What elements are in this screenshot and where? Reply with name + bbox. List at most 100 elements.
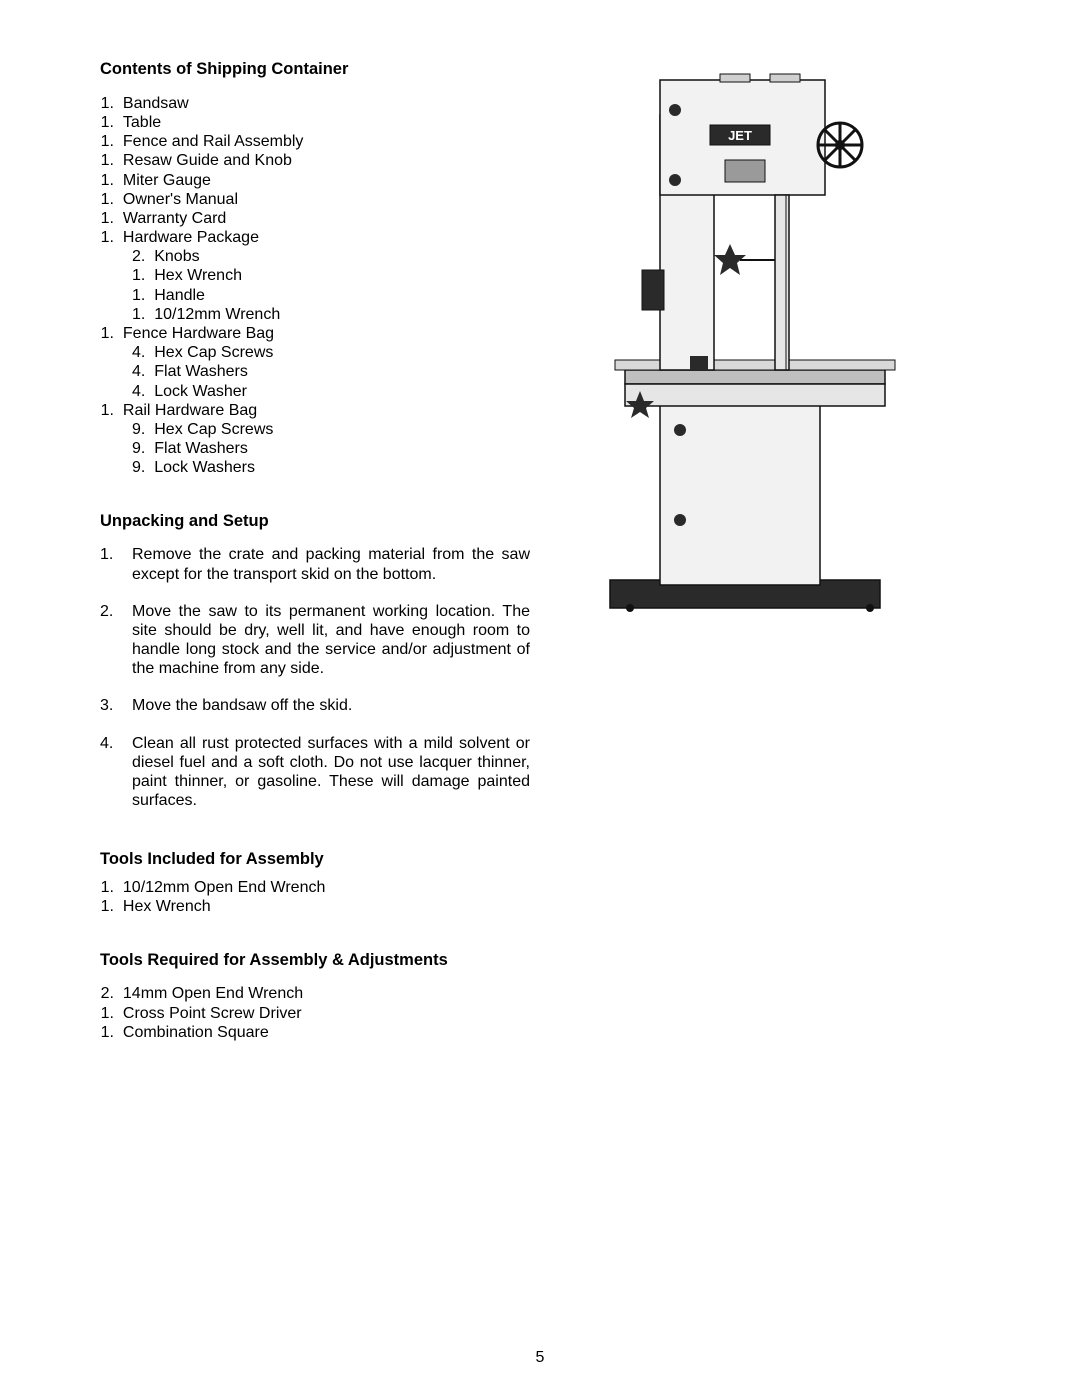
- list-item: 2. 14mm Open End Wrench: [100, 984, 530, 1003]
- list-label: Flat Washers: [154, 440, 248, 457]
- heading-contents: Contents of Shipping Container: [100, 60, 530, 80]
- list-qty: 1.: [132, 267, 145, 284]
- image-column: JET: [570, 60, 980, 1082]
- list-label: Fence and Rail Assembly: [123, 133, 304, 150]
- list-label: Table: [123, 114, 161, 131]
- list-label: Fence Hardware Bag: [123, 325, 274, 342]
- list-item: 1. Miter Gauge: [100, 171, 530, 190]
- step-item: 3. Move the bandsaw off the skid.: [100, 696, 530, 715]
- list-label: Hex Wrench: [123, 898, 211, 915]
- list-item: 1. Bandsaw: [100, 94, 530, 113]
- step-item: 2. Move the saw to its permanent working …: [100, 602, 530, 679]
- section-unpacking: Unpacking and Setup 1.Remove the crate a…: [100, 512, 530, 811]
- list-label: Handle: [154, 287, 205, 304]
- page-number: 5: [0, 1349, 1080, 1367]
- list-qty: 9.: [132, 459, 145, 476]
- list-label: Resaw Guide and Knob: [123, 152, 292, 169]
- list-label: Bandsaw: [123, 95, 189, 112]
- list-label: Lock Washer: [154, 383, 247, 400]
- step-text: Move the saw to its permanent working lo…: [132, 602, 530, 679]
- list-item: 1. 10/12mm Open End Wrench: [100, 878, 530, 897]
- list-item: 4. Flat Washers: [132, 362, 530, 381]
- heading-tools-included: Tools Included for Assembly: [100, 850, 530, 870]
- list-qty: 1.: [100, 190, 114, 209]
- step-number: 4.: [100, 734, 118, 753]
- list-label: 10/12mm Wrench: [154, 306, 280, 323]
- list-qty: 1.: [100, 151, 114, 170]
- list-label: Knobs: [154, 248, 199, 265]
- list-label: Warranty Card: [123, 210, 226, 227]
- list-label: 10/12mm Open End Wrench: [123, 879, 325, 896]
- list-label: Hardware Package: [123, 229, 259, 246]
- tools-required-list: 2. 14mm Open End Wrench1. Cross Point Sc…: [100, 984, 530, 1042]
- list-item: 4. Hex Cap Screws: [132, 343, 530, 362]
- step-item: 1.Remove the crate and packing material …: [100, 545, 530, 583]
- list-qty: 1.: [100, 94, 114, 113]
- list-qty: 1.: [100, 401, 114, 420]
- list-label: Flat Washers: [154, 363, 248, 380]
- list-qty: 1.: [100, 132, 114, 151]
- list-item: 1. Resaw Guide and Knob: [100, 151, 530, 170]
- list-item: 1. Handle: [132, 286, 530, 305]
- heading-unpacking: Unpacking and Setup: [100, 512, 530, 532]
- list-item: 1. Table: [100, 113, 530, 132]
- sub-list: 9. Hex Cap Screws9. Flat Washers9. Lock …: [100, 420, 530, 478]
- list-label: 14mm Open End Wrench: [123, 985, 303, 1002]
- list-qty: 4.: [132, 363, 145, 380]
- contents-list: 1. Bandsaw1. Table1. Fence and Rail Asse…: [100, 94, 530, 478]
- two-column-layout: Contents of Shipping Container 1. Bandsa…: [100, 60, 980, 1082]
- sub-list: 2. Knobs1. Hex Wrench1. Handle1. 10/12mm…: [100, 247, 530, 324]
- list-qty: 4.: [132, 383, 145, 400]
- list-item: 1. 10/12mm Wrench: [132, 305, 530, 324]
- list-item: 1. Combination Square: [100, 1023, 530, 1042]
- text-column: Contents of Shipping Container 1. Bandsa…: [100, 60, 530, 1082]
- list-qty: 1.: [132, 287, 145, 304]
- list-qty: 1.: [100, 171, 114, 190]
- step-item: 4.Clean all rust protected surfaces with…: [100, 734, 530, 811]
- list-label: Rail Hardware Bag: [123, 402, 257, 419]
- list-label: Hex Wrench: [154, 267, 242, 284]
- step-number: 2.: [100, 602, 118, 621]
- section-tools-included: Tools Included for Assembly 1. 10/12mm O…: [100, 850, 530, 916]
- list-qty: 9.: [132, 440, 145, 457]
- tools-included-list: 1. 10/12mm Open End Wrench1. Hex Wrench: [100, 878, 530, 916]
- list-qty: 9.: [132, 421, 145, 438]
- list-item: 1. Hex Wrench: [100, 897, 530, 916]
- list-qty: 1.: [100, 324, 114, 343]
- list-qty: 4.: [132, 344, 145, 361]
- section-tools-required: Tools Required for Assembly & Adjustment…: [100, 951, 530, 1042]
- list-item: 9. Hex Cap Screws: [132, 420, 530, 439]
- list-item: 9. Flat Washers: [132, 439, 530, 458]
- list-item: 4. Lock Washer: [132, 382, 530, 401]
- list-qty: 1.: [100, 1004, 114, 1023]
- list-label: Lock Washers: [154, 459, 255, 476]
- list-qty: 2.: [100, 984, 114, 1003]
- list-qty: 2.: [132, 248, 145, 265]
- manual-page: Contents of Shipping Container 1. Bandsa…: [0, 0, 1080, 1397]
- list-label: Combination Square: [123, 1024, 269, 1041]
- bandsaw-illustration: JET: [570, 60, 930, 620]
- sub-list: 4. Hex Cap Screws4. Flat Washers4. Lock …: [100, 343, 530, 401]
- list-label: Hex Cap Screws: [154, 421, 273, 438]
- list-item: 1. Warranty Card: [100, 209, 530, 228]
- list-label: Hex Cap Screws: [154, 344, 273, 361]
- list-qty: 1.: [132, 306, 145, 323]
- list-label: Cross Point Screw Driver: [123, 1005, 302, 1022]
- list-item: 1. Hardware Package: [100, 228, 530, 247]
- list-item: 1. Hex Wrench: [132, 266, 530, 285]
- list-qty: 1.: [100, 897, 114, 916]
- list-item: 1. Fence and Rail Assembly: [100, 132, 530, 151]
- step-number: 1.: [100, 545, 118, 564]
- list-label: Miter Gauge: [123, 172, 211, 189]
- list-item: 1. Cross Point Screw Driver: [100, 1004, 530, 1023]
- list-qty: 1.: [100, 209, 114, 228]
- list-qty: 1.: [100, 878, 114, 897]
- list-item: 2. Knobs: [132, 247, 530, 266]
- unpacking-steps: 1.Remove the crate and packing material …: [100, 545, 530, 810]
- step-number: 3.: [100, 696, 118, 715]
- heading-tools-required: Tools Required for Assembly & Adjustment…: [100, 951, 530, 971]
- step-text: Move the bandsaw off the skid.: [132, 696, 530, 715]
- list-item: 1. Fence Hardware Bag: [100, 324, 530, 343]
- list-qty: 1.: [100, 228, 114, 247]
- list-item: 9. Lock Washers: [132, 458, 530, 477]
